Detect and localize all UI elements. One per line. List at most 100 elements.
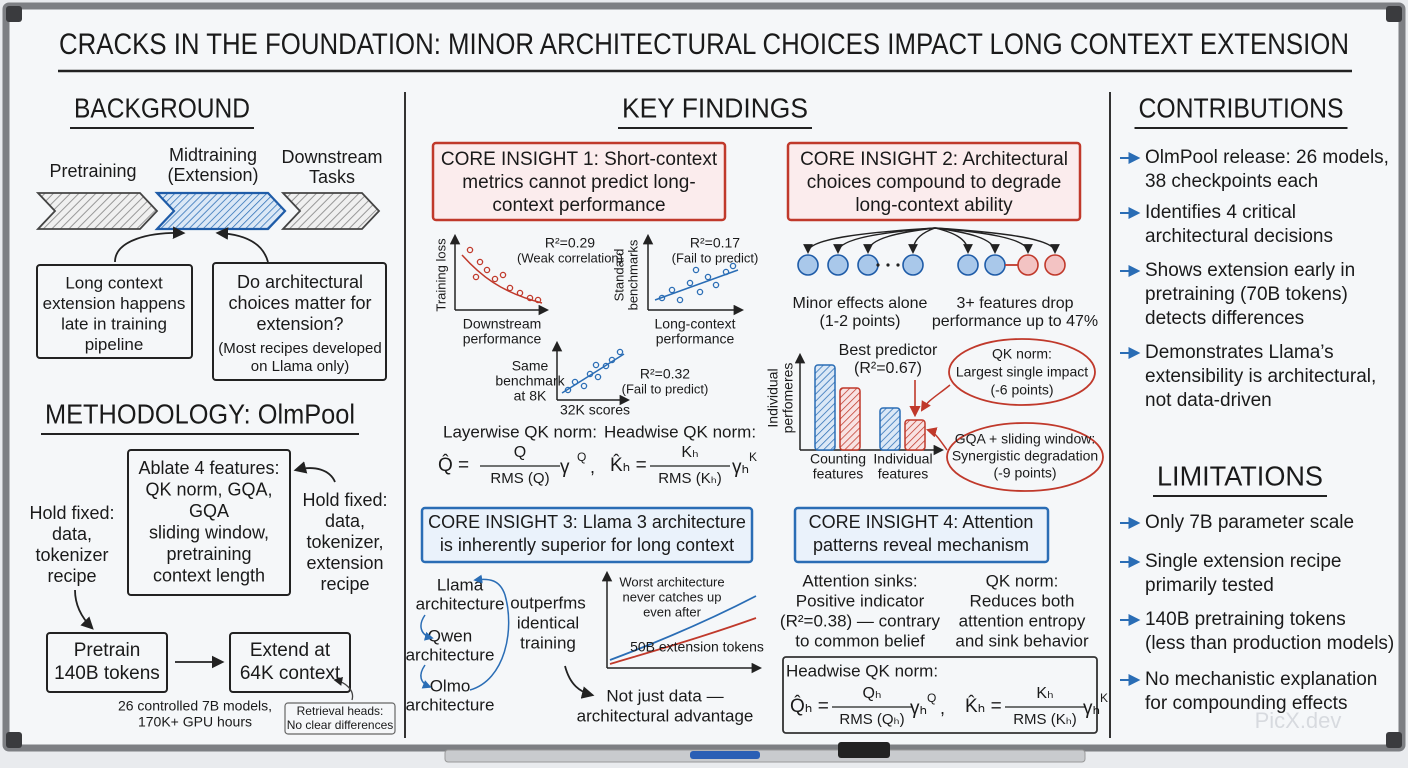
- label: Attention sinks:: [802, 571, 917, 590]
- label: 50B extension tokens: [630, 639, 764, 655]
- label: Olmo: [430, 676, 471, 695]
- callout: [946, 422, 1104, 492]
- sketch-dot: [483, 266, 491, 274]
- arrow: [293, 461, 336, 483]
- sketch-dot: [729, 262, 737, 270]
- trend: [609, 617, 757, 665]
- label: (less than production models): [1145, 633, 1394, 654]
- label: (-6 points): [990, 382, 1053, 398]
- sketch-dot: [594, 373, 602, 381]
- label: CORE INSIGHT 2: Architectural: [800, 149, 1068, 170]
- label: extension happens: [43, 294, 186, 313]
- feature-node: [1017, 254, 1039, 276]
- label: patterns reveal mechanism: [813, 535, 1029, 555]
- arrow: [863, 227, 936, 254]
- label: benchmark: [495, 373, 565, 389]
- label: RMS (Kₕ): [1013, 711, 1077, 728]
- label: extension: [306, 553, 383, 573]
- arrow: [908, 227, 936, 254]
- marker: [690, 751, 760, 759]
- label: performance: [656, 331, 735, 347]
- label: (1-2 points): [820, 313, 901, 330]
- label: Demonstrates Llama’s: [1145, 342, 1334, 363]
- note-box: [36, 264, 193, 359]
- label: 3+ features drop: [957, 295, 1074, 312]
- label: performance: [463, 331, 542, 347]
- label: Reduces both: [970, 591, 1075, 610]
- sketch-dot: [499, 271, 507, 279]
- insight-box: [786, 141, 1082, 222]
- section-heading: CONTRIBUTIONS: [1139, 92, 1344, 123]
- label: (Extension): [167, 165, 258, 185]
- label: 140B pretraining tokens: [1145, 609, 1346, 630]
- arrow: [333, 676, 354, 701]
- sketch-dot: [676, 296, 684, 304]
- stage-chevron: [35, 192, 159, 230]
- insight-box: [793, 506, 1050, 564]
- label: Worst architecture: [619, 574, 724, 589]
- label: data,: [325, 511, 365, 531]
- label: Q̂ₕ =: [790, 695, 829, 717]
- label: OlmPool release: 26 models,: [1145, 147, 1389, 168]
- label: Midtraining: [169, 145, 257, 165]
- label: Hold fixed:: [29, 503, 114, 523]
- label: RMS (Q): [490, 470, 549, 487]
- feature-node: [984, 254, 1006, 276]
- label: CORE INSIGHT 1: Short-context: [441, 149, 718, 170]
- feature-node: [797, 254, 819, 276]
- feature-node: [857, 254, 879, 276]
- ellipsis-dot: [876, 263, 880, 267]
- sketch-dot: [476, 258, 484, 266]
- label: K: [749, 450, 757, 464]
- label: Downstream: [281, 147, 382, 167]
- arrow: [420, 614, 434, 641]
- label: No mechanistic explanation: [1145, 669, 1377, 690]
- label: extension?: [256, 314, 343, 334]
- label: GQA + sliding window:: [955, 431, 1095, 447]
- label: architectural decisions: [1145, 226, 1333, 247]
- label: QK norm, GQA,: [145, 479, 272, 499]
- label: (Most recipes developed: [218, 340, 381, 357]
- feature-node: [1044, 254, 1066, 276]
- stage-chevron: [154, 191, 287, 231]
- label: Q̂ =: [438, 454, 469, 476]
- label: choices matter for: [228, 293, 371, 313]
- label: Kₕ: [1036, 685, 1053, 702]
- label: R²=0.17: [690, 235, 740, 251]
- label: QK norm:: [986, 571, 1059, 590]
- ablate-box: [127, 449, 291, 596]
- label: Qwen: [428, 626, 472, 645]
- label: Largest single impact: [956, 364, 1088, 380]
- label: to common belief: [795, 631, 925, 650]
- label: at 8K: [514, 388, 547, 404]
- label: (R²=0.38) — contrary: [780, 611, 941, 630]
- label: tokenizer,: [306, 532, 383, 552]
- label: Pretrain: [74, 640, 141, 661]
- label: late in training: [61, 314, 167, 333]
- label: attention entropy: [959, 611, 1086, 630]
- sketch-dot: [592, 361, 600, 369]
- sketch-bar: [814, 364, 836, 451]
- stage-chevron: [280, 192, 381, 230]
- label: CORE INSIGHT 4: Attention: [809, 512, 1034, 532]
- arrow: [564, 665, 595, 699]
- trend: [609, 595, 757, 661]
- label: γ: [560, 457, 570, 478]
- label: is inherently superior for long context: [440, 535, 734, 555]
- label: R²=0.32: [640, 366, 690, 382]
- sketch-bar: [839, 387, 861, 451]
- label: perfomeres: [780, 363, 796, 434]
- label: Pretraining: [49, 161, 136, 181]
- label: even after: [643, 604, 701, 619]
- arrow: [920, 384, 951, 412]
- label: Headwise QK norm:: [604, 422, 756, 441]
- label: Training loss: [433, 238, 448, 312]
- label: K: [1100, 691, 1108, 705]
- label: 170K+ GPU hours: [138, 714, 252, 730]
- sketch-dot: [602, 362, 610, 370]
- question-box: [212, 262, 387, 381]
- label: performance up to 47%: [932, 313, 1098, 330]
- arrow: [74, 589, 94, 630]
- insight-box: [431, 141, 727, 222]
